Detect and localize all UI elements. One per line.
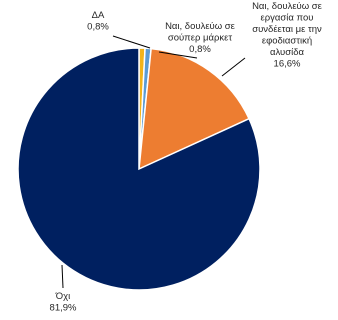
data-labels: ΔΑ 0,8% Ναι, δουλεύω σε σούπερ μάρκετ 0,8% Να… bbox=[50, 1, 323, 314]
leader-line-2 bbox=[158, 51, 198, 59]
pie-slice-3 bbox=[138, 47, 251, 171]
data-label-1: ΔΑ 0,8% bbox=[87, 10, 109, 33]
data-label-2: Ναι, δουλεύω σε σούπερ μάρκετ 0,8% bbox=[165, 21, 236, 55]
leader-line-3 bbox=[221, 57, 246, 77]
leader-lines bbox=[61, 35, 246, 289]
data-label-4: Όχι 81,9% bbox=[50, 291, 77, 314]
leader-line-4 bbox=[61, 264, 64, 289]
pie-slice-4 bbox=[17, 47, 261, 291]
leader-line-1 bbox=[112, 35, 151, 49]
data-label-3: Ναι, δουλεύω σε εργασία που συνδέεται με τ… bbox=[252, 1, 323, 70]
pie-slices bbox=[17, 47, 261, 291]
